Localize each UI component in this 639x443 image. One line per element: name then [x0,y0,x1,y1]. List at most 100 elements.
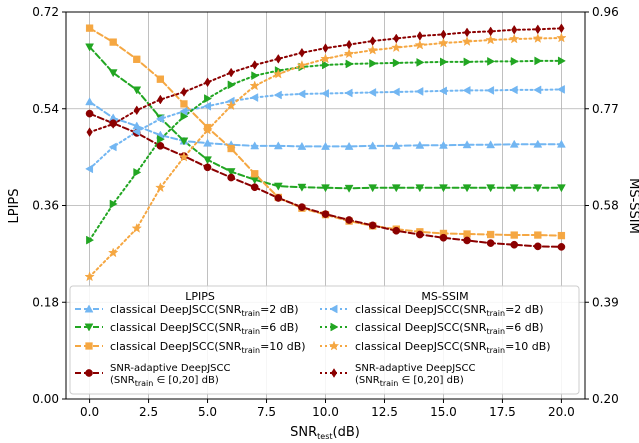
x-tick-label: 17.5 [489,405,516,419]
legend: LPIPS MS-SSIM classical DeepJSCC(SNRtrai… [69,285,580,395]
msssim-s1-point [486,85,495,95]
lpips-s3-point [133,55,141,63]
legend-msssim-s3-label: classical DeepJSCC(SNRtrain=10 dB) [355,340,551,355]
legend-msssim-s1-swatch-marker [329,304,338,314]
lpips-s4-point [85,109,94,118]
lpips-s2-point [203,156,212,165]
lpips-s4-point [156,141,165,150]
legend-lpips-s1-swatch-marker [84,304,94,313]
msssim-s1-point [462,85,471,95]
msssim-s4-point [298,47,306,58]
msssim-s3-point [107,247,119,258]
lpips-s1-point [556,139,566,148]
legend-lpips-s2-swatch-marker [84,323,94,332]
msssim-s4-point [393,33,400,44]
lpips-s1-point [368,141,378,150]
y-axis-left-ticks: 0.00 0.18 0.36 0.54 0.72 [32,5,66,406]
y-axis-right-label: MS-SSIM [626,178,639,234]
msssim-s2-point [369,59,378,68]
x-axis-label: SNRtest(dB) [290,425,360,441]
msssim-s3-point [367,44,378,55]
msssim-s4-point [416,31,423,41]
lpips-s4-point [510,240,519,249]
lpips-s4-point [368,221,377,230]
msssim-s3-point [532,32,544,43]
legend-msssim-s3-swatch-marker [328,340,340,351]
lpips-s4-point [392,226,401,235]
lpips-s2-line [88,45,563,190]
msssim-s3-point [438,37,449,48]
legend-lpips-s4-swatch-marker [85,369,93,377]
x-tick-label: 0.0 [80,405,99,419]
lpips-s1-point [439,140,448,149]
msssim-s2-point [180,111,189,121]
y-axis-left-label: LPIPS [7,188,22,223]
lpips-s1-point [297,141,307,150]
lpips-s1-point [203,138,212,147]
msssim-s4-point [534,24,541,35]
x-tick-label: 10.0 [312,405,339,419]
msssim-s2-point [109,199,118,209]
y-left-tick-label: 0.72 [32,5,59,19]
msssim-s4-point [369,36,376,46]
y-left-tick-label: 0.18 [32,295,59,309]
y-right-tick-label: 0.20 [592,392,619,406]
msssim-s1-point [85,164,94,174]
lpips-s4-point [274,194,283,202]
legend-msssim-s4-label-sub: (SNRtrain ∈ [0,20] dB) [355,375,464,388]
legend-header-lpips: LPIPS [185,290,215,303]
lpips-s2-point [179,137,189,146]
msssim-s4-point [558,23,565,34]
msssim-s3-point [391,42,402,53]
legend-header-msssim: MS-SSIM [421,290,468,303]
msssim-s4-point [204,77,211,88]
msssim-s4-point [511,24,518,35]
lpips-s3-line [88,27,563,237]
msssim-s3-point [84,271,95,282]
msssim-s1-point [132,127,141,137]
msssim-s1-point [108,142,117,152]
lpips-s2-point [321,184,330,193]
msssim-s1-point [250,93,259,102]
lpips-s4-point [298,203,306,211]
x-tick-label: 12.5 [371,405,398,419]
lpips-s2-point [462,184,472,193]
lpips-s2-point [556,184,566,193]
lpips-s1-point [509,139,519,148]
lpips-s2-point [226,168,236,177]
msssim-s1-point [368,88,377,97]
x-tick-label: 2.5 [139,405,158,419]
lpips-s4-point [486,239,495,247]
lpips-s3-point [156,75,165,83]
msssim-s4-point [275,53,282,64]
x-axis-ticks: 0.0 2.5 5.0 7.5 10.0 12.5 15.0 17.5 20.0 [80,399,575,419]
msssim-s2-point [345,59,354,69]
msssim-s4-point [440,29,447,40]
legend-lpips-s4-label-sub: (SNRtrain ∈ [0,20] dB) [110,375,219,388]
lpips-s4-point [203,163,212,172]
lpips-s4-point [250,183,259,192]
msssim-s1-point [533,85,542,95]
lpips-s4-point [345,216,353,224]
msssim-s3-point [273,68,284,79]
msssim-s2-point [557,56,566,66]
msssim-s1-point [320,89,329,98]
y-right-tick-label: 0.77 [592,102,619,116]
msssim-s2-point [534,56,543,66]
legend-msssim-s4-label: SNR-adaptive DeepJSCC [355,363,476,374]
msssim-s3-point [556,32,567,43]
msssim-s4-point [322,43,329,54]
msssim-s2-point [440,57,448,67]
msssim-s4-point [110,119,117,129]
msssim-s3-point [178,151,190,162]
msssim-s3-point [249,80,260,91]
lpips-s2-point [439,184,448,193]
lpips-s4-point [463,236,471,245]
msssim-s2-point [463,57,472,67]
x-tick-label: 7.5 [257,405,276,419]
lpips-s3-point [510,231,518,239]
msssim-s2-point [227,80,236,90]
msssim-s2-point [416,57,425,67]
x-tick-label: 5.0 [198,405,217,419]
